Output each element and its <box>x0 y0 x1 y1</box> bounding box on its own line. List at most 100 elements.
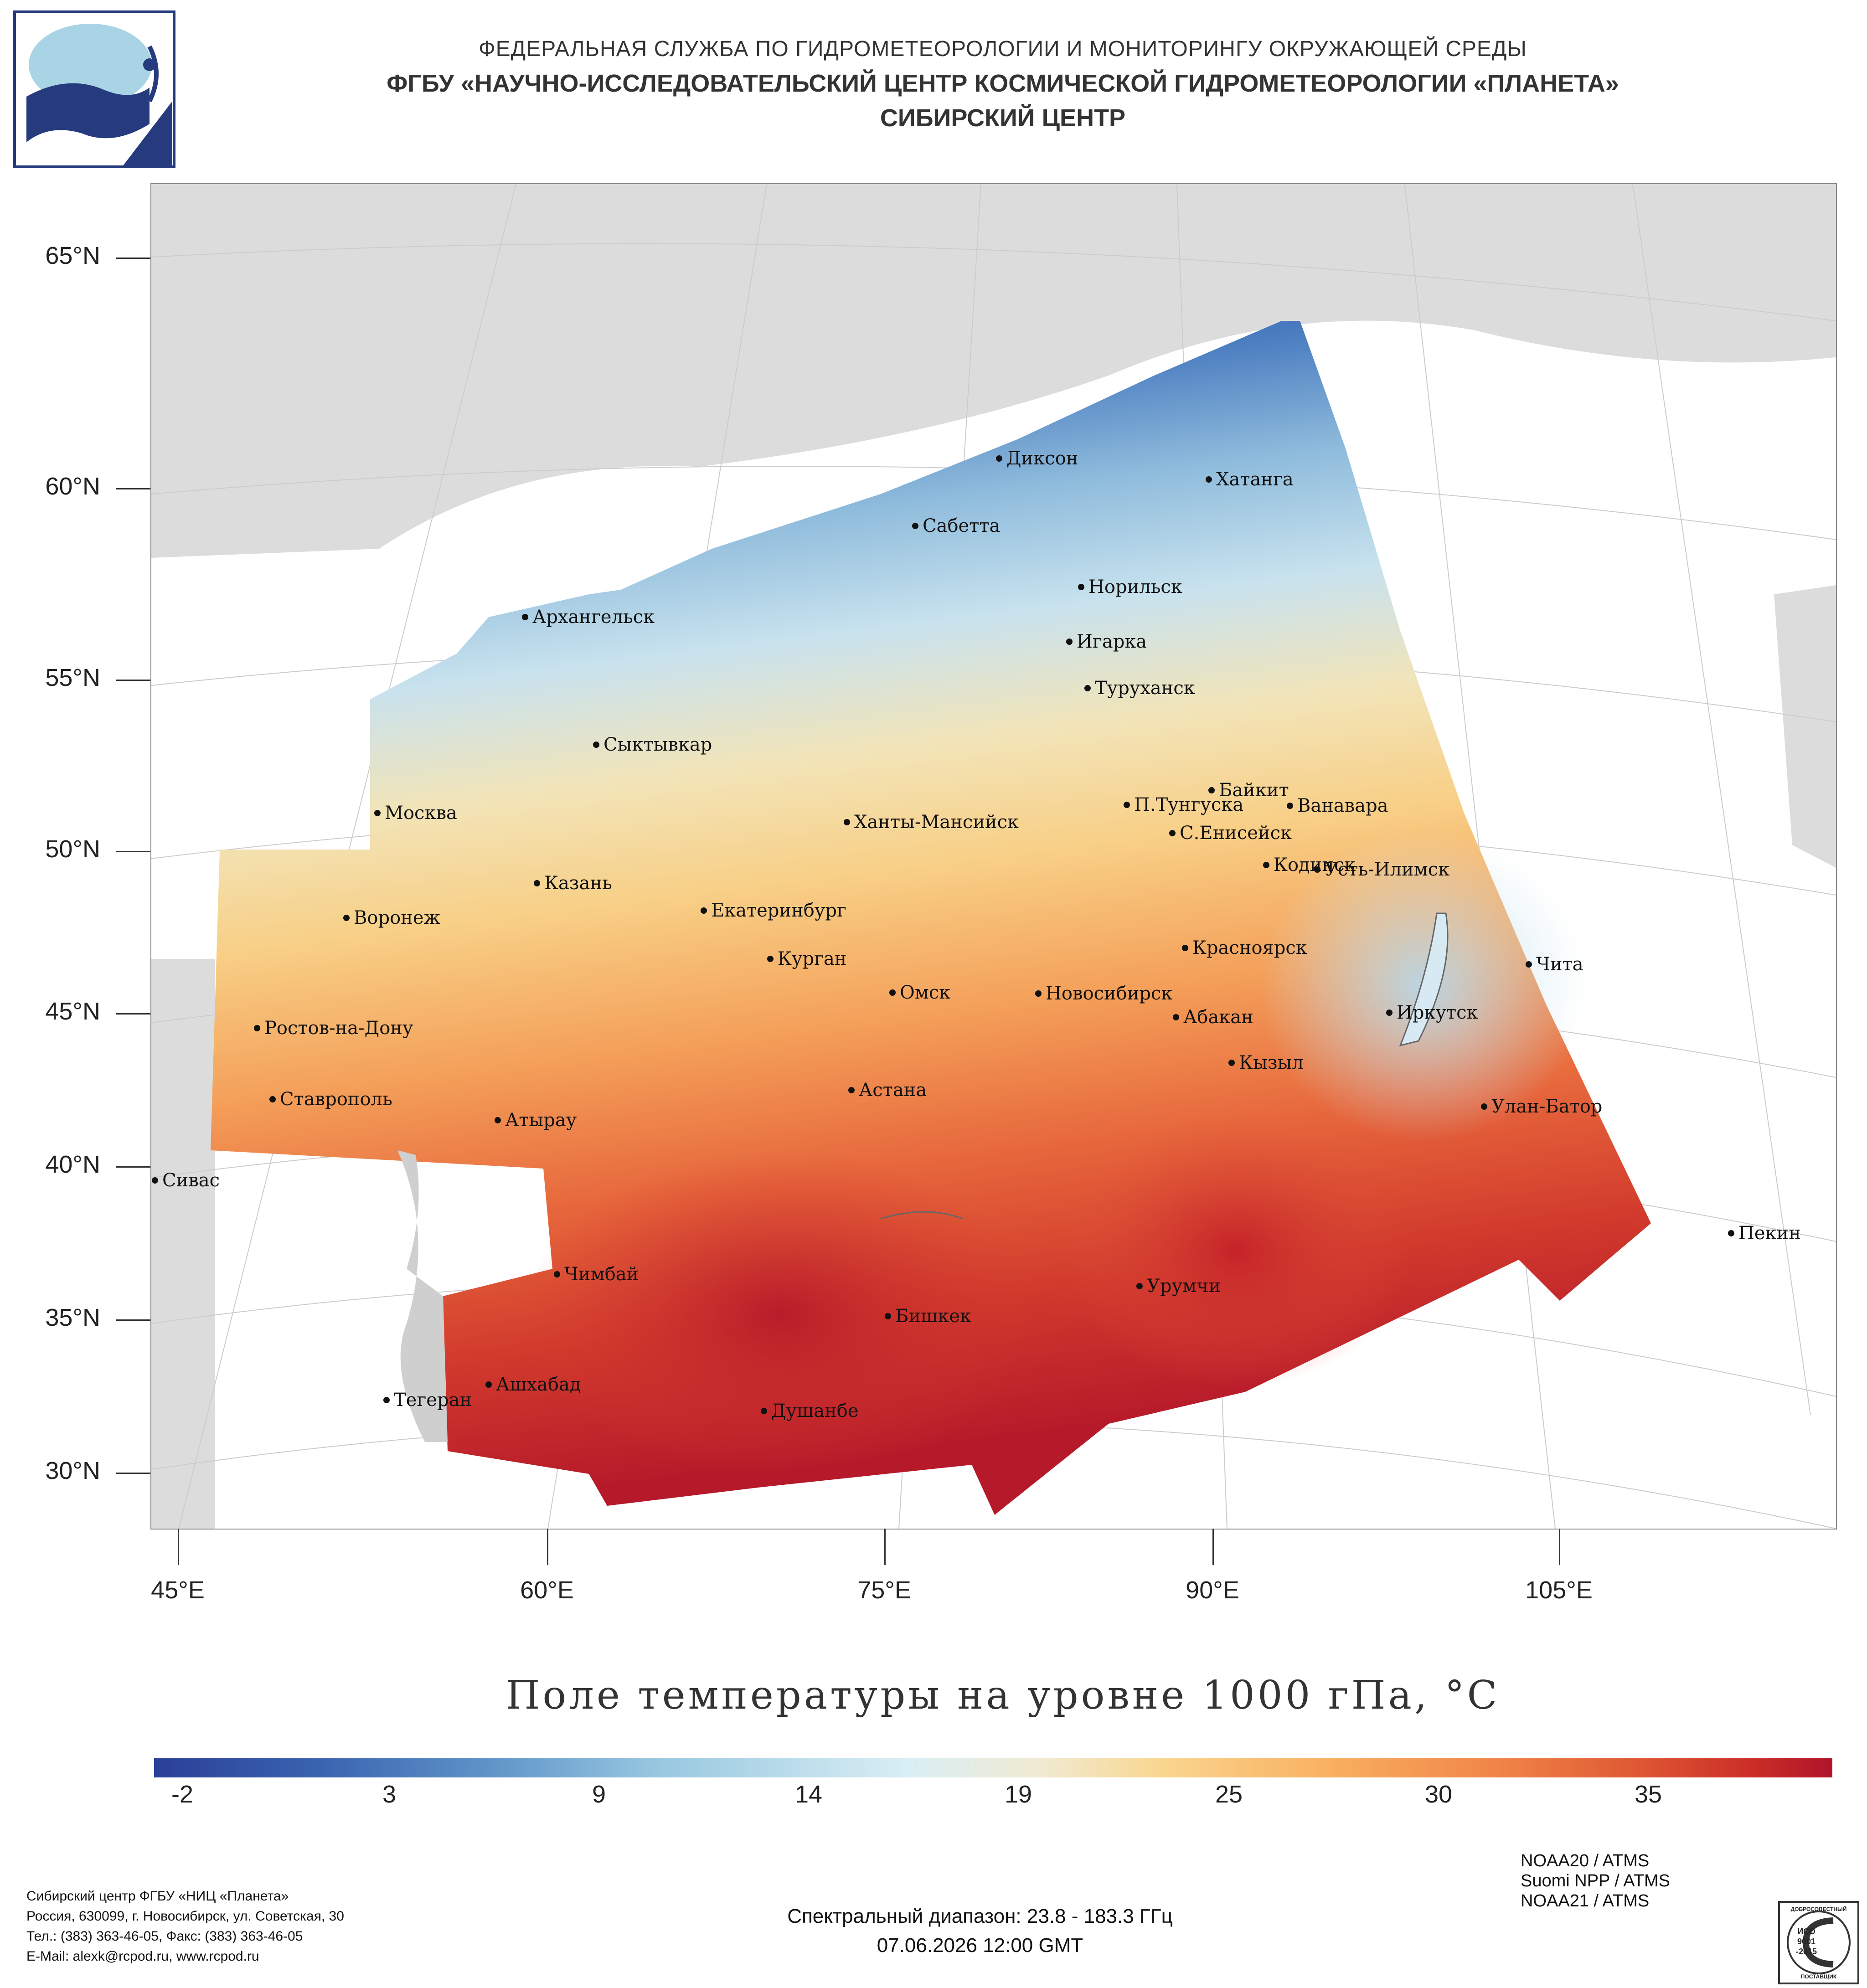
lat-tick <box>116 258 150 259</box>
city-label: Абакан <box>1183 1007 1253 1028</box>
city-label: Казань <box>544 873 612 894</box>
lon-tick <box>884 1529 886 1565</box>
lon-tick <box>1559 1529 1560 1565</box>
colorbar-label: 35 <box>1634 1781 1662 1808</box>
lon-label: 75°E <box>857 1576 911 1604</box>
city-dot <box>554 1271 560 1277</box>
lat-label: 55°N <box>45 664 100 691</box>
logo <box>13 10 176 169</box>
city-label: Байкит <box>1219 780 1289 801</box>
lat-label: 60°N <box>45 473 100 500</box>
lat-tick <box>116 1013 150 1015</box>
caspian-sea <box>397 1150 448 1442</box>
city-dot <box>1206 476 1212 483</box>
city-marker: Иркутск <box>1386 1002 1478 1023</box>
city-marker: Урумчи <box>1136 1276 1221 1297</box>
city-label: Урумчи <box>1147 1276 1221 1297</box>
city-label: Пекин <box>1738 1223 1801 1244</box>
city-dot <box>1169 830 1176 836</box>
city-dot <box>269 1096 276 1102</box>
colorbar-label: 9 <box>592 1781 606 1808</box>
city-label: Москва <box>385 803 457 824</box>
iso-badge-bottom-text: ПОСТАВЩИК <box>1800 1973 1837 1980</box>
city-marker: Норильск <box>1078 577 1182 597</box>
city-marker: Ванавара <box>1287 795 1388 816</box>
city-dot <box>889 989 896 996</box>
city-dot <box>1084 685 1091 691</box>
city-label: Тегеран <box>394 1390 472 1411</box>
city-marker: Екатеринбург <box>701 900 846 921</box>
city-marker: Ханты-Мансийск <box>844 812 1019 833</box>
lat-label: 40°N <box>45 1151 100 1178</box>
city-dot <box>495 1117 501 1123</box>
city-marker: Новосибирск <box>1035 983 1172 1004</box>
colorbar-gradient <box>154 1758 1832 1777</box>
lat-tick <box>116 1319 150 1321</box>
city-label: Кызыл <box>1239 1052 1304 1073</box>
city-marker: Игарка <box>1066 631 1147 652</box>
city-dot <box>1287 803 1293 809</box>
city-dot <box>1173 1014 1179 1020</box>
city-label: Ашхабад <box>496 1374 581 1395</box>
city-marker: Тегеран <box>383 1390 472 1411</box>
city-label: Усть-Илимск <box>1325 859 1449 880</box>
city-dot <box>848 1087 855 1093</box>
city-dot <box>1728 1230 1734 1236</box>
city-marker: Душанбе <box>761 1401 859 1421</box>
city-marker: Чита <box>1526 954 1583 975</box>
city-marker: Пекин <box>1728 1223 1801 1244</box>
city-dot <box>1136 1283 1143 1289</box>
city-marker: Хатанга <box>1206 469 1294 490</box>
sensor-label: Suomi NPP / ATMS <box>1521 1871 1671 1890</box>
lat-tick <box>116 851 150 852</box>
city-marker: Улан-Батор <box>1481 1096 1602 1117</box>
city-label: Омск <box>900 982 950 1003</box>
city-dot <box>1481 1103 1487 1110</box>
city-dot <box>1124 802 1130 808</box>
city-dot <box>534 880 540 886</box>
city-label: Воронеж <box>354 907 440 928</box>
lake-baikal <box>1399 912 1449 1047</box>
city-label: Екатеринбург <box>711 900 846 921</box>
colorbar <box>154 1758 1832 1777</box>
city-label: Сыктывкар <box>603 734 712 755</box>
city-marker: Туруханск <box>1084 678 1195 699</box>
map-title: Поле температуры на уровне 1000 гПа, °C <box>505 1673 1500 1718</box>
city-label: Астана <box>859 1080 927 1101</box>
lat-tick <box>116 680 150 681</box>
city-label: Ванавара <box>1297 795 1388 816</box>
city-dot <box>593 742 599 748</box>
footer-phone: Тел.: (383) 363-46-05, Факс: (383) 363-4… <box>26 1929 303 1944</box>
city-label: С.Енисейск <box>1180 823 1292 844</box>
city-label: Кодинск <box>1274 855 1356 876</box>
eastern-land <box>1774 585 1836 868</box>
city-marker: Диксон <box>996 448 1078 469</box>
sensor-label: NOAA21 / ATMS <box>1521 1891 1650 1911</box>
temperature-map: Диксон Хатанга Сабетта Норильск Архангельск И… <box>151 184 1836 1529</box>
lon-tick <box>178 1529 179 1565</box>
city-label: Норильск <box>1088 577 1182 597</box>
city-marker: Ростов-на-Дону <box>254 1018 413 1039</box>
colorbar-label: 3 <box>382 1781 397 1808</box>
urumqi-hot-area <box>1063 1114 1409 1387</box>
spectral-range: Спектральный диапазон: 23.8 - 183.3 ГГц <box>787 1905 1173 1927</box>
city-marker: Воронеж <box>343 907 440 928</box>
city-marker: Кодинск <box>1263 855 1356 876</box>
city-dot <box>761 1408 767 1414</box>
city-marker: Абакан <box>1173 1007 1253 1028</box>
city-marker: Курган <box>767 948 847 969</box>
city-label: Улан-Батор <box>1491 1096 1602 1117</box>
city-label: Бишкек <box>895 1306 971 1327</box>
city-dot <box>1182 945 1188 951</box>
city-dot <box>1314 866 1320 873</box>
city-label: Ростов-на-Дону <box>264 1018 413 1039</box>
city-label: Чимбай <box>564 1264 639 1285</box>
city-label: Диксон <box>1006 448 1078 469</box>
city-dot <box>343 915 350 921</box>
city-dot <box>1035 990 1042 997</box>
header-center: СИБИРСКИЙ ЦЕНТР <box>880 104 1126 132</box>
lat-label: 30°N <box>45 1457 100 1484</box>
lon-label: 60°E <box>520 1576 574 1604</box>
city-dot <box>1386 1009 1393 1016</box>
city-marker: Атырау <box>495 1110 577 1131</box>
